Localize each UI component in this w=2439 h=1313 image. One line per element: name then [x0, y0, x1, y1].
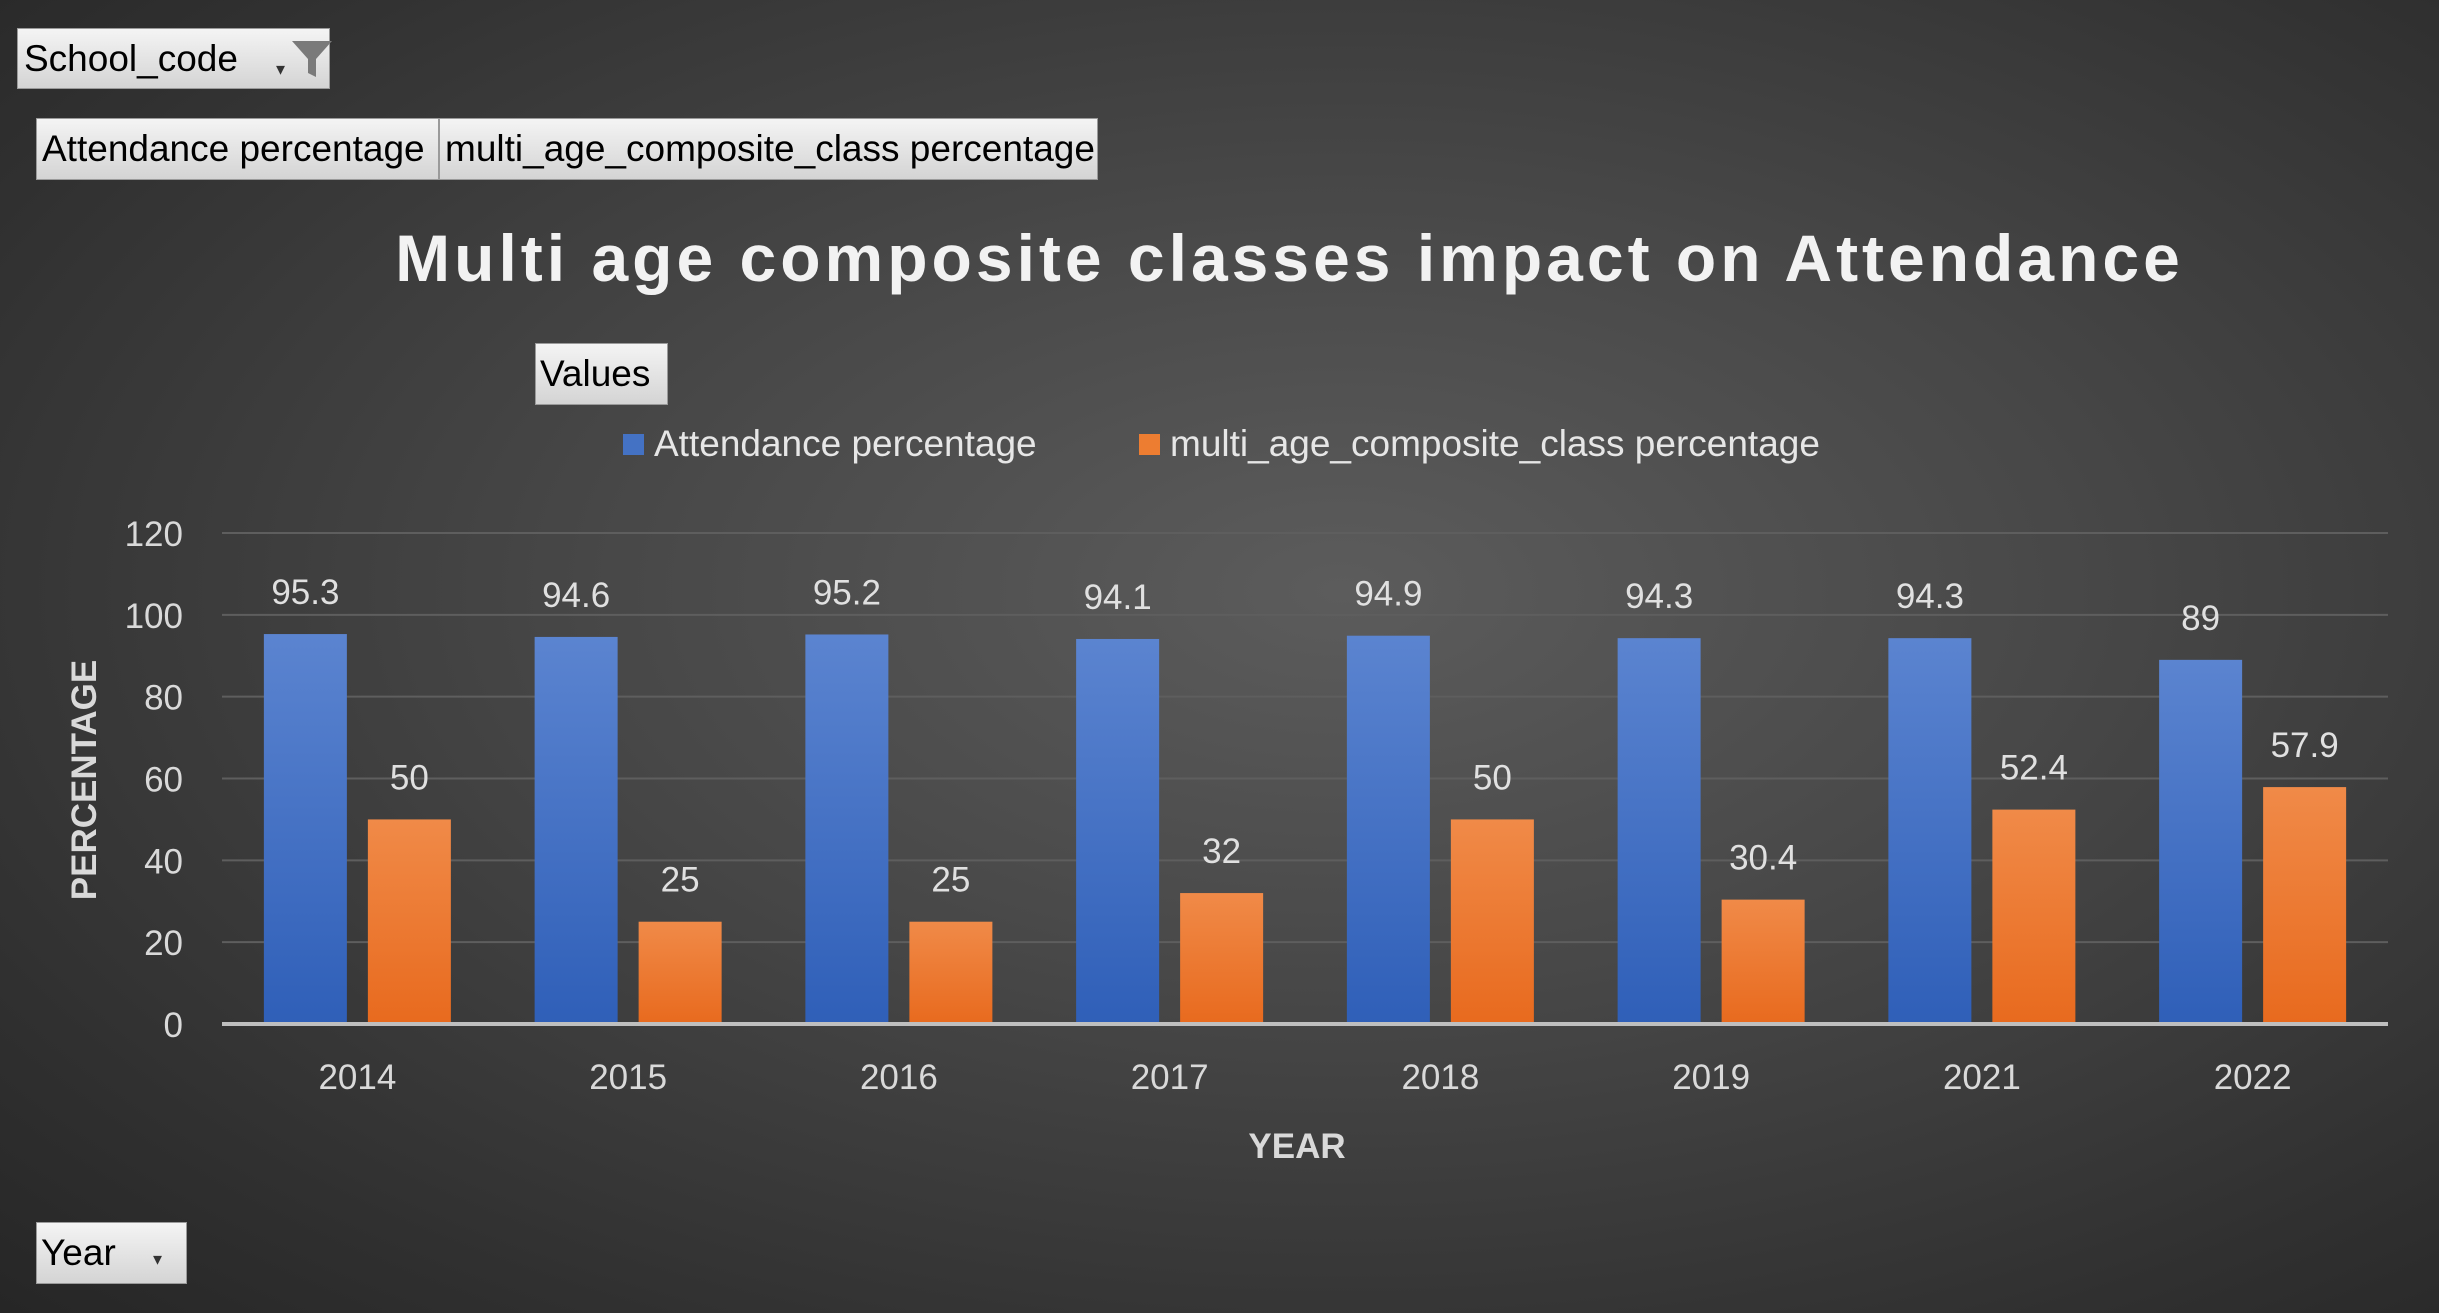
bar-multi-age[interactable]: [638, 921, 722, 1024]
data-label: 52.4: [2000, 749, 2068, 788]
data-label: 95.3: [271, 573, 339, 612]
x-tick-label: 2017: [1131, 1058, 1209, 1097]
y-tick-label: 80: [144, 679, 183, 718]
dropdown-arrow-icon: ▾: [276, 59, 286, 79]
data-label: 89: [2181, 599, 2220, 638]
legend-label-attendance: Attendance percentage: [654, 423, 1037, 464]
data-labels: 95.3 50 94.6 25 95.2 25 94.1 32 94.9 50 94.3 30.4 94…: [271, 573, 2338, 900]
y-tick-label: 20: [144, 924, 183, 963]
bar-multi-age[interactable]: [1450, 819, 1534, 1024]
bar-multi-age[interactable]: [1180, 893, 1264, 1024]
values-field-label: Values: [540, 353, 651, 394]
legend-label-multi-age: multi_age_composite_class percentage: [1170, 423, 1820, 464]
data-label: 95.2: [813, 573, 881, 612]
legend-swatch-multi-age: [1139, 434, 1160, 455]
bar-multi-age[interactable]: [1992, 809, 2076, 1024]
data-label: 25: [931, 861, 970, 900]
data-label: 94.3: [1896, 577, 1964, 616]
bar-attendance[interactable]: [263, 634, 347, 1024]
x-tick-label: 2015: [589, 1058, 667, 1097]
y-tick-label: 0: [164, 1006, 183, 1045]
bar-attendance[interactable]: [1346, 635, 1430, 1024]
multi-age-field-button[interactable]: multi_age_composite_class percentage: [439, 118, 1098, 180]
bar-attendance[interactable]: [805, 634, 889, 1024]
data-label: 30.4: [1729, 839, 1797, 878]
legend-swatch-attendance: [623, 434, 644, 455]
bar-attendance[interactable]: [534, 636, 618, 1024]
multi-age-field-label: multi_age_composite_class percentage: [445, 128, 1095, 169]
year-label: Year: [41, 1232, 116, 1273]
year-filter-button[interactable]: Year ▾: [36, 1222, 187, 1284]
x-tick-label: 2019: [1672, 1058, 1750, 1097]
x-axis-title: YEAR: [1248, 1127, 1345, 1166]
attendance-field-label: Attendance percentage: [42, 128, 425, 169]
bar-multi-age[interactable]: [1721, 899, 1805, 1024]
y-tick-label: 40: [144, 842, 183, 881]
bar-multi-age[interactable]: [367, 819, 451, 1024]
x-tick-label: 2018: [1401, 1058, 1479, 1097]
data-label: 94.6: [542, 576, 610, 615]
x-tick-label: 2016: [860, 1058, 938, 1097]
data-label: 50: [390, 758, 429, 797]
y-tick-label: 100: [125, 597, 183, 636]
data-label: 50: [1473, 758, 1512, 797]
y-tick-label: 60: [144, 761, 183, 800]
y-axis-title: PERCENTAGE: [65, 660, 104, 901]
data-label: 94.3: [1625, 577, 1693, 616]
data-label: 25: [661, 861, 700, 900]
legend: Attendance percentage multi_age_composit…: [623, 423, 1820, 464]
bar-attendance[interactable]: [2159, 659, 2243, 1024]
bar-attendance[interactable]: [1888, 638, 1972, 1024]
data-label: 94.9: [1354, 575, 1422, 614]
school-code-label: School_code: [24, 37, 238, 79]
data-label: 57.9: [2271, 726, 2339, 765]
x-tick-label: 2014: [318, 1058, 396, 1097]
bar-attendance[interactable]: [1617, 638, 1701, 1024]
bar-multi-age[interactable]: [909, 921, 993, 1024]
bar-attendance[interactable]: [1076, 638, 1160, 1024]
axes: 0 20 40 60 80 100 120 2014 2015 2016 2017 2018 2019 2…: [125, 515, 2388, 1097]
data-label: 32: [1202, 832, 1241, 871]
data-label: 94.1: [1084, 578, 1152, 617]
values-field-button[interactable]: Values: [535, 343, 668, 405]
y-tick-label: 120: [125, 515, 183, 554]
x-tick-label: 2021: [1943, 1058, 2021, 1097]
attendance-field-button[interactable]: Attendance percentage: [36, 118, 439, 180]
chart-title: Multi age composite classes impact on At…: [395, 221, 2184, 295]
filter-funnel-icon: [292, 41, 332, 77]
bar-multi-age[interactable]: [2263, 787, 2347, 1024]
school-code-filter-button[interactable]: School_code ▾: [17, 28, 332, 89]
x-tick-label: 2022: [2214, 1058, 2292, 1097]
bars: [263, 634, 2347, 1024]
dropdown-arrow-icon: ▾: [153, 1249, 163, 1269]
